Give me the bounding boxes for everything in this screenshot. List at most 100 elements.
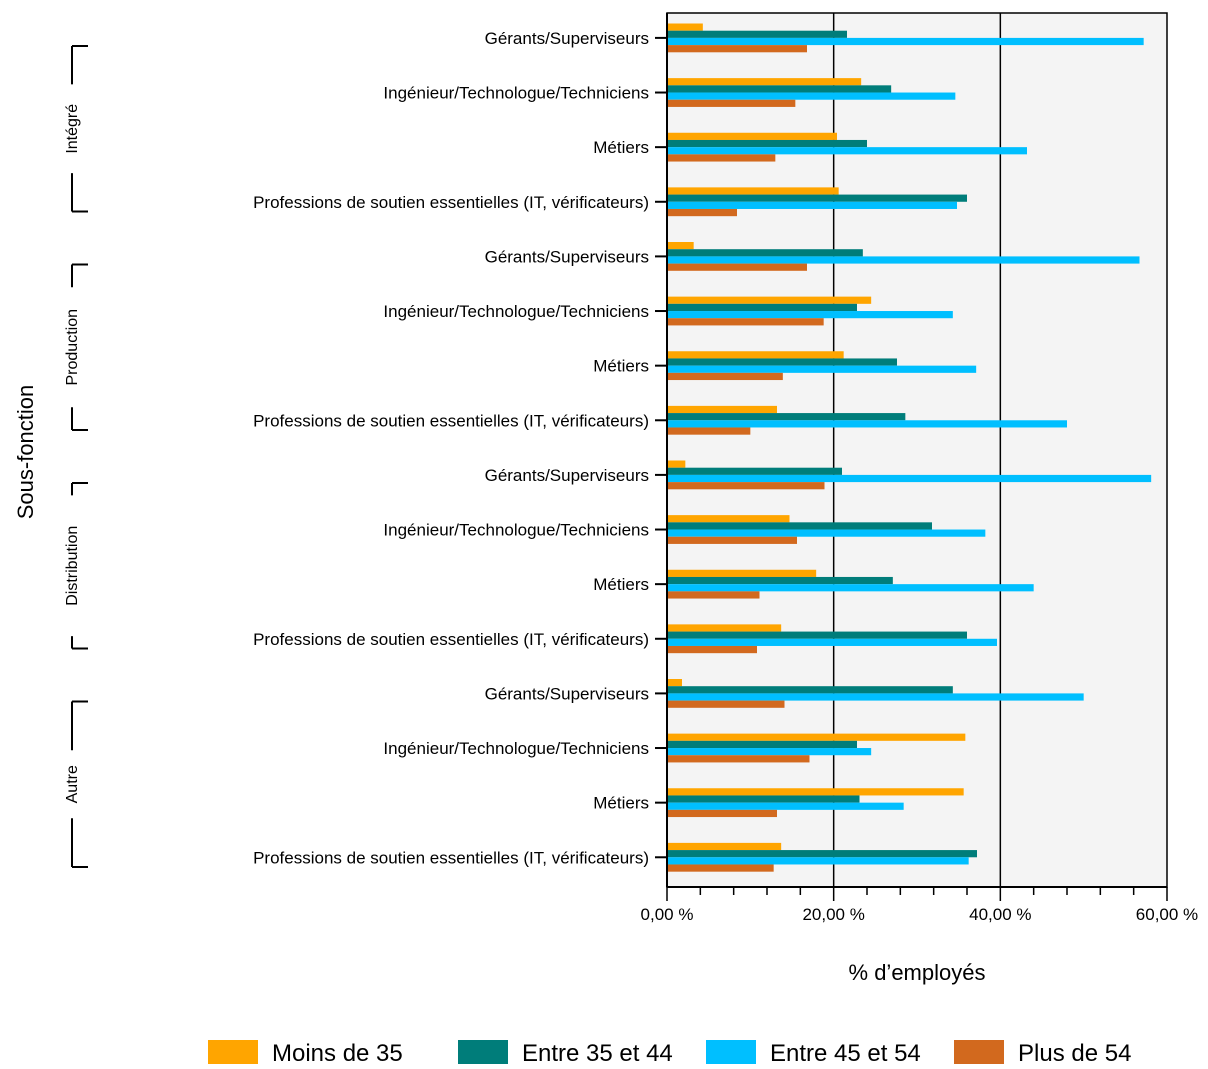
legend-entry: Plus de 54 [1018, 1040, 1131, 1064]
bar-row4-series0 [667, 242, 694, 250]
bar-row14-series0 [667, 788, 964, 796]
category-label: Professions de soutien essentielles (IT,… [253, 193, 649, 212]
bar-row13-series1 [667, 740, 857, 749]
legend-swatch [706, 1040, 756, 1064]
bar-row10-series0 [667, 569, 817, 577]
bar-row11-series1 [667, 631, 967, 639]
category-label: Professions de soutien essentielles (IT,… [253, 411, 649, 430]
bar-row10-series2 [667, 584, 1034, 592]
legend-entry: Moins de 35 [272, 1040, 403, 1064]
bar-row3-series3 [667, 208, 737, 217]
bar-row6-series0 [667, 351, 844, 359]
bar-row0-series0 [667, 23, 703, 31]
bar-row0-series2 [667, 37, 1144, 46]
bar-row13-series2 [667, 748, 872, 756]
x-tick-label: 40,00 % [969, 905, 1031, 924]
category-label: Ingénieur/Technologue/Techniciens [383, 521, 649, 540]
category-labels: Gérants/Superviseurs Ingénieur/Technologu… [253, 29, 667, 867]
bar-row6-series2 [667, 365, 977, 373]
bar-row2-series0 [667, 132, 837, 140]
bar-row2-series2 [667, 147, 1027, 155]
y-axis-title: Sous-fonction [13, 385, 38, 520]
bar-row5-series2 [667, 311, 953, 319]
bar-row8-series0 [667, 460, 686, 468]
bar-row15-series3 [667, 864, 774, 872]
bar-row14-series2 [667, 802, 904, 810]
bar-row1-series1 [667, 85, 892, 93]
bar-row5-series3 [667, 318, 824, 326]
bar-row1-series3 [667, 99, 796, 107]
bar-row11-series3 [667, 645, 757, 654]
bar-row11-series2 [667, 638, 997, 646]
bar-row12-series3 [667, 700, 785, 708]
group-label: Autre [64, 765, 81, 803]
bar-row7-series1 [667, 413, 906, 421]
legend-entry: Entre 45 et 54 [770, 1040, 921, 1064]
bar-row12-series1 [667, 686, 953, 694]
legend-swatch [208, 1040, 258, 1064]
bar-row4-series2 [667, 256, 1140, 264]
bar-row3-series0 [667, 187, 839, 195]
bar-row5-series1 [667, 303, 857, 312]
group-label: Intégré [64, 104, 81, 154]
bar-row12-series2 [667, 693, 1084, 701]
bar-row8-series3 [667, 482, 825, 490]
bar-row7-series2 [667, 420, 1067, 428]
category-label: Métiers [593, 357, 649, 376]
legend-swatch [954, 1040, 1004, 1064]
group-labels: Intégré Production Distribution Autre [64, 45, 88, 868]
category-label: Gérants/Superviseurs [485, 29, 649, 48]
category-label: Gérants/Superviseurs [485, 684, 649, 703]
bar-row3-series1 [667, 194, 967, 202]
bar-row0-series3 [667, 45, 807, 53]
group-label: Production [64, 309, 81, 386]
bar-row9-series3 [667, 536, 797, 544]
bar-row10-series3 [667, 591, 760, 599]
bar-row13-series3 [667, 755, 810, 763]
category-label: Métiers [593, 138, 649, 157]
bar-row4-series3 [667, 263, 807, 271]
x-tick-label: 0,00 % [641, 905, 694, 924]
bar-row15-series1 [667, 850, 977, 858]
bar-row6-series1 [667, 358, 897, 366]
category-label: Professions de soutien essentielles (IT,… [253, 848, 649, 867]
legend-swatch [458, 1040, 508, 1064]
bar-row0-series1 [667, 30, 847, 38]
category-label: Ingénieur/Technologue/Techniciens [383, 84, 649, 103]
bar-row2-series3 [667, 154, 776, 162]
category-label: Ingénieur/Technologue/Techniciens [383, 739, 649, 758]
x-tick-label: 60,00 % [1136, 905, 1198, 924]
bar-row15-series2 [667, 857, 969, 865]
bar-row12-series0 [667, 679, 682, 687]
bar-row7-series0 [667, 405, 777, 414]
bars [667, 23, 1152, 872]
legend: Moins de 35 Entre 35 et 44 Entre 45 et 54 P… [208, 1040, 1131, 1067]
x-tick-label: 20,00 % [802, 905, 864, 924]
bar-row5-series0 [667, 296, 872, 304]
bar-row1-series2 [667, 92, 956, 100]
bar-row2-series1 [667, 139, 867, 148]
bar-row7-series3 [667, 427, 751, 435]
bar-row3-series2 [667, 201, 957, 209]
bar-row9-series2 [667, 529, 986, 537]
bar-row1-series0 [667, 78, 862, 86]
bar-row8-series1 [667, 467, 842, 475]
bar-row8-series2 [667, 474, 1152, 483]
axes: 0,00 % 20,00 % 40,00 % 60,00 % [641, 13, 1198, 924]
bar-row9-series1 [667, 522, 932, 530]
category-label: Gérants/Superviseurs [485, 466, 649, 485]
bar-row6-series3 [667, 372, 783, 381]
category-label: Métiers [593, 794, 649, 813]
bar-row4-series1 [667, 249, 863, 257]
bar-row14-series1 [667, 795, 860, 803]
category-label: Métiers [593, 575, 649, 594]
bar-row9-series0 [667, 515, 790, 523]
bar-row15-series0 [667, 842, 782, 851]
bar-row10-series1 [667, 576, 893, 585]
bar-row14-series3 [667, 809, 777, 818]
group-label: Distribution [64, 526, 81, 606]
bar-row11-series0 [667, 624, 782, 632]
category-label: Ingénieur/Technologue/Techniciens [383, 302, 649, 321]
